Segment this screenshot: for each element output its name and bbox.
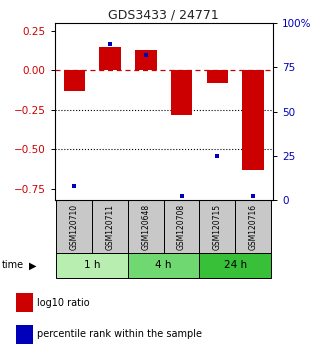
Bar: [199, 200, 235, 253]
Bar: [16, 293, 33, 312]
Point: [251, 194, 256, 199]
Bar: [135, 50, 157, 70]
Text: GSM120711: GSM120711: [106, 204, 115, 250]
Text: GSM120648: GSM120648: [141, 204, 150, 250]
Text: time: time: [2, 261, 24, 270]
Text: GSM120708: GSM120708: [177, 204, 186, 250]
Text: GSM120716: GSM120716: [249, 204, 258, 250]
Bar: [199, 253, 271, 278]
Text: GSM120710: GSM120710: [70, 204, 79, 250]
Point: [143, 52, 148, 58]
Text: percentile rank within the sample: percentile rank within the sample: [37, 330, 202, 339]
Bar: [56, 200, 92, 253]
Bar: [16, 325, 33, 344]
Bar: [242, 70, 264, 170]
Bar: [207, 70, 228, 83]
Text: 4 h: 4 h: [155, 261, 172, 270]
Bar: [128, 200, 164, 253]
Text: log10 ratio: log10 ratio: [37, 298, 90, 308]
Bar: [235, 200, 271, 253]
Text: GSM120715: GSM120715: [213, 204, 222, 250]
Bar: [64, 70, 85, 91]
Text: 1 h: 1 h: [84, 261, 100, 270]
Bar: [56, 253, 128, 278]
Text: ▶: ▶: [29, 261, 36, 270]
Point: [215, 153, 220, 159]
Bar: [171, 70, 192, 115]
Bar: [92, 200, 128, 253]
Bar: [164, 200, 199, 253]
Bar: [128, 253, 199, 278]
Point: [72, 183, 77, 189]
Text: 24 h: 24 h: [224, 261, 247, 270]
Title: GDS3433 / 24771: GDS3433 / 24771: [108, 9, 219, 22]
Point: [108, 41, 113, 47]
Bar: [99, 47, 121, 70]
Point: [179, 194, 184, 199]
